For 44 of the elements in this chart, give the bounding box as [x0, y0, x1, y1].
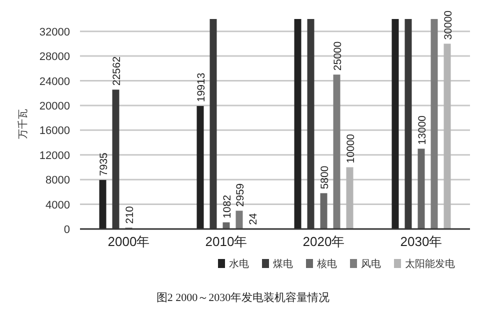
y-tick-label: 16000 [39, 125, 70, 138]
x-tick-label: 2000年 [108, 234, 150, 249]
y-tick-label: 28000 [39, 51, 70, 64]
x-tick-label: 2020年 [302, 234, 345, 249]
legend-label: 太阳能发电 [405, 258, 455, 270]
bar [333, 74, 340, 229]
text: 图2 2000～2030年发电装机容量情况 [156, 291, 330, 304]
bar [392, 19, 399, 229]
bar [99, 180, 106, 229]
bar [444, 44, 451, 229]
data-label: 7935 [98, 152, 110, 176]
bar [294, 19, 302, 229]
y-tick-label: 24000 [39, 76, 70, 88]
bar [346, 167, 354, 229]
y-tick-label: 20000 [39, 100, 70, 112]
data-label: 210 [124, 206, 136, 224]
bar [430, 19, 438, 229]
data-label: 1082 [221, 194, 234, 218]
y-tick-label: 12000 [39, 150, 70, 162]
y-tick-label: 32000 [39, 26, 70, 38]
y-tick-label: 8000 [46, 174, 70, 187]
x-tick-label: 2010年 [205, 234, 248, 249]
bar [418, 148, 425, 229]
data-label: 10000 [344, 134, 357, 164]
data-label: 5800 [318, 166, 331, 190]
data-label: 19913 [195, 72, 208, 102]
legend-label: 核电 [316, 258, 337, 270]
data-label: 22562 [110, 56, 123, 86]
y-tick-label: 4000 [46, 199, 70, 212]
data-label: 24 [247, 213, 260, 225]
y-axis-title: 万千瓦 [17, 109, 29, 139]
bar [236, 210, 243, 229]
bar [320, 193, 328, 229]
data-label: 30000 [442, 10, 454, 40]
bar [222, 222, 230, 229]
legend-label: 水电 [229, 258, 249, 270]
y-tick-label: 0 [64, 224, 70, 236]
legend-label: 煤电 [273, 258, 293, 270]
data-label: 2959 [234, 183, 246, 207]
data-label: 25000 [332, 41, 344, 71]
data-label: 13000 [416, 115, 428, 145]
x-tick-label: 2030年 [400, 234, 442, 249]
bar [196, 106, 204, 229]
legend-label: 风电 [361, 258, 381, 270]
